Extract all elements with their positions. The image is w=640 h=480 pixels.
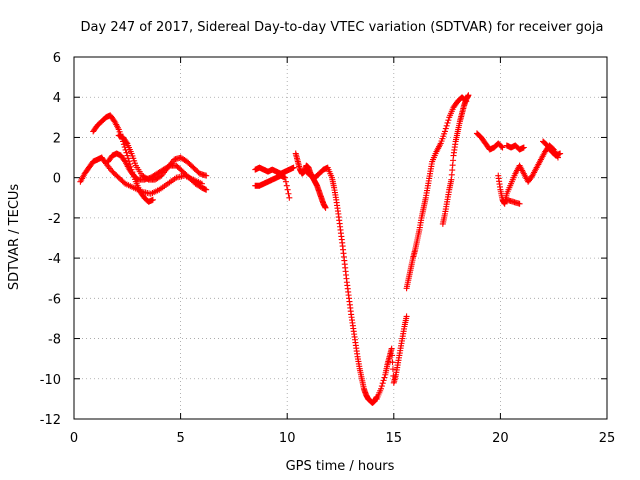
data-point [516,200,523,207]
data-point-fill [444,119,451,126]
series-arc-k [439,92,472,227]
data-point [403,313,410,320]
data-point-fill [442,125,449,132]
y-tick-label: 0 [53,172,61,187]
y-tick-label: -10 [40,373,61,388]
y-tick-label: 2 [53,131,61,146]
data-point-fill [123,149,130,156]
series-arc-i [373,313,410,402]
data-point-fill [443,122,450,129]
series-arc-c [105,150,210,193]
data-point-fill [381,374,388,381]
series-arc-d [115,132,210,183]
series-arc-p [540,138,564,159]
data-point-fill [445,117,452,124]
data-point [322,204,329,211]
data-point [286,194,293,201]
series-arc-n [503,142,527,153]
data-point-fill [125,155,132,162]
data-point-fill [283,182,290,189]
data-point-fill [389,359,396,366]
data-point [388,345,395,352]
data-point [124,152,131,159]
y-tick-label: 4 [53,91,61,106]
data-point-fill [389,366,396,373]
data-point-fill [389,352,396,359]
x-axis-label: GPS time / hours [286,459,395,474]
grid-lines [74,57,607,419]
data-point-fill [282,178,289,185]
data-point [290,164,297,171]
series-arc-l [473,130,506,153]
chart-title: Day 247 of 2017, Sidereal Day-to-day VTE… [81,20,604,35]
data-point [282,174,289,181]
data-point-fill [380,377,387,384]
tick-labels: 0 5 10 15 20 25 -12 -10 -8 -6 -4 -2 0 2 4 6 [40,51,616,446]
y-tick-label: -6 [48,292,61,307]
y-tick-label: -2 [48,212,61,227]
y-tick-label: -4 [48,252,61,267]
plot-frame [73,56,608,420]
data-point [465,92,472,99]
axis-ticks [73,56,608,420]
data-point [520,144,527,151]
series-arc-h [303,164,380,406]
data-point [557,150,564,157]
x-tick-label: 0 [70,431,78,446]
series-arc-j [403,94,470,292]
data-point [149,196,156,203]
y-axis-label: SDTVAR / TECUs [7,184,22,291]
data-point-fill [123,139,130,146]
y-tick-label: -8 [48,333,61,348]
data-point [203,172,210,179]
data-point [441,128,448,135]
data-point [203,186,210,193]
data-point-fill [379,380,386,387]
data-point-fill [285,190,292,197]
data-point-fill [378,383,385,390]
x-tick-label: 20 [492,431,509,446]
series-arc-g [292,150,329,211]
y-tick-label: -12 [40,413,61,428]
x-tick-label: 15 [386,431,403,446]
y-tick-label: 6 [53,51,61,66]
x-tick-label: 10 [279,431,296,446]
data-point [499,144,506,151]
data-point-fill [498,143,505,150]
data-point [378,385,385,392]
x-tick-label: 25 [599,431,616,446]
series-arc-o [503,196,523,207]
series-arc-e [252,164,297,177]
data-points [77,92,564,406]
series-arc-f [252,172,293,201]
data-point-fill [284,186,291,193]
x-tick-label: 5 [176,431,184,446]
data-point-fill [144,175,151,182]
